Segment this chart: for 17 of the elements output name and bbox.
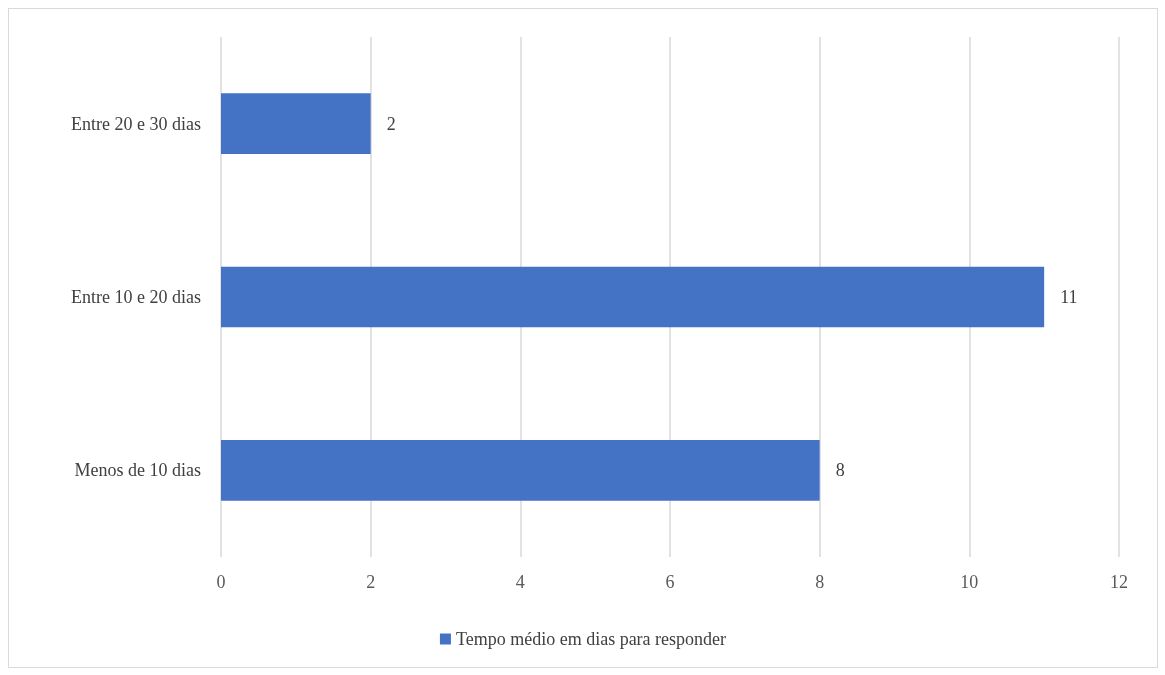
x-tick-label: 2 xyxy=(366,572,376,592)
x-tick-label: 4 xyxy=(515,572,525,592)
x-tick-label: 0 xyxy=(216,572,226,592)
bar xyxy=(221,440,820,501)
x-tick-label: 10 xyxy=(960,572,979,592)
x-tick-label: 6 xyxy=(665,572,675,592)
x-tick-label: 8 xyxy=(815,572,825,592)
data-label: 8 xyxy=(835,460,845,481)
legend-label: Tempo médio em dias para responder xyxy=(455,629,727,649)
y-tick-label: Menos de 10 dias xyxy=(74,460,201,481)
data-label: 2 xyxy=(386,113,396,134)
x-tick-label: 12 xyxy=(1110,572,1128,592)
bar xyxy=(221,266,1045,328)
y-tick-label: Entre 20 e 30 dias xyxy=(71,113,201,134)
bar xyxy=(221,93,371,154)
data-label: 11 xyxy=(1060,287,1078,307)
y-tick-label: Entre 10 e 20 dias xyxy=(71,287,201,307)
